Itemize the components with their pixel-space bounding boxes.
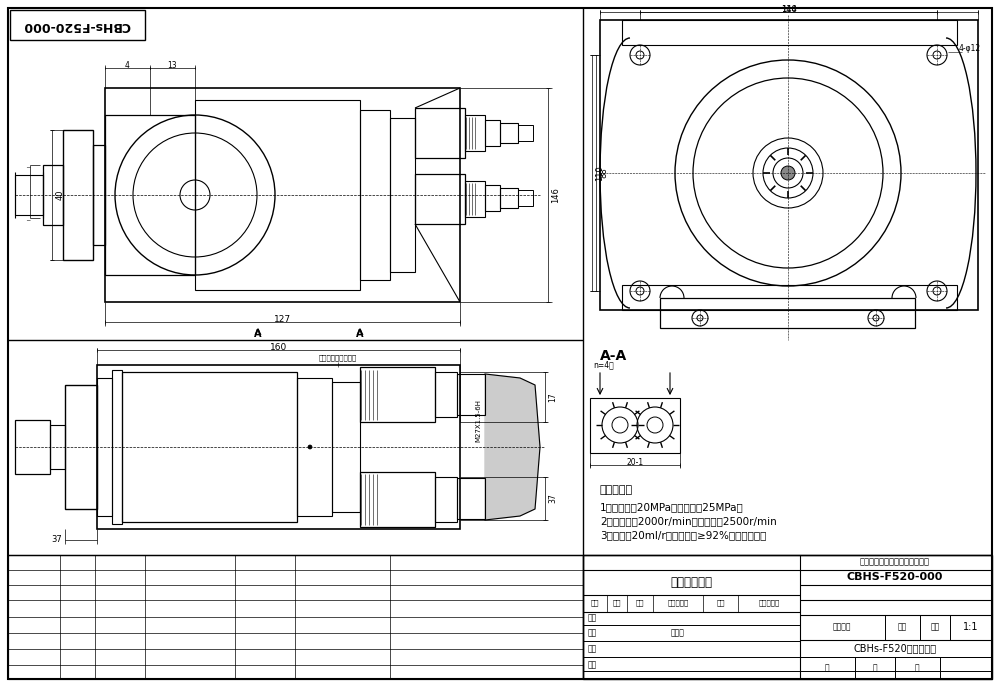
Text: 共: 共 xyxy=(825,664,829,673)
Text: 88: 88 xyxy=(600,168,608,179)
Text: 13: 13 xyxy=(168,60,177,69)
Circle shape xyxy=(308,445,312,449)
Text: 1、预定压力20MPa，最高压力25MPa。: 1、预定压力20MPa，最高压力25MPa。 xyxy=(600,502,744,512)
Text: A-A: A-A xyxy=(600,349,627,363)
Bar xyxy=(415,108,465,158)
Text: 标记: 标记 xyxy=(591,600,599,607)
Text: 3、排量：20ml/r，容积效率≥92%，旋向：左旋: 3、排量：20ml/r，容积效率≥92%，旋向：左旋 xyxy=(600,530,766,540)
Text: 标准化: 标准化 xyxy=(671,629,685,638)
Text: CBHS-F520-000: CBHS-F520-000 xyxy=(847,572,943,582)
Text: 40: 40 xyxy=(56,190,65,200)
Text: 页: 页 xyxy=(915,664,919,673)
Text: 37: 37 xyxy=(548,494,558,504)
Bar xyxy=(500,123,518,143)
Bar xyxy=(500,188,518,208)
Text: 146: 146 xyxy=(552,187,560,203)
Text: 160: 160 xyxy=(270,343,287,352)
Text: n=4个: n=4个 xyxy=(593,361,614,370)
Text: 审核: 审核 xyxy=(587,644,597,653)
Text: 17: 17 xyxy=(548,392,558,402)
Bar xyxy=(50,425,65,469)
Bar xyxy=(65,385,97,509)
Bar xyxy=(360,110,390,280)
Bar xyxy=(97,365,460,529)
Bar xyxy=(518,125,533,141)
Text: 设计: 设计 xyxy=(587,613,597,622)
Bar xyxy=(105,115,195,275)
Bar xyxy=(93,145,105,245)
Text: 进油口和回油口位置: 进油口和回油口位置 xyxy=(319,354,357,361)
Text: 4-φ12: 4-φ12 xyxy=(959,43,981,52)
Bar xyxy=(360,472,435,527)
Bar xyxy=(622,285,957,310)
Text: A: A xyxy=(254,329,262,339)
Text: 更改文件号: 更改文件号 xyxy=(667,600,689,607)
Text: 设计: 设计 xyxy=(587,629,597,638)
Text: 重量: 重量 xyxy=(897,622,907,631)
Text: 外连接尺寸图: 外连接尺寸图 xyxy=(670,576,712,589)
Text: _: _ xyxy=(26,162,30,168)
Bar xyxy=(457,478,485,519)
Text: 签名: 签名 xyxy=(716,600,725,607)
Bar xyxy=(622,20,957,45)
Bar xyxy=(485,185,500,211)
Bar xyxy=(8,555,583,679)
Bar xyxy=(465,181,485,217)
Bar xyxy=(43,165,63,225)
Bar xyxy=(465,115,485,151)
Bar xyxy=(105,88,460,302)
Text: CBHs-F520-000: CBHs-F520-000 xyxy=(23,19,131,32)
Bar xyxy=(435,477,457,522)
Bar xyxy=(112,370,122,524)
Text: 图样标记: 图样标记 xyxy=(833,622,851,631)
Text: 2、预定转速2000r/min，最高转速2500r/min: 2、预定转速2000r/min，最高转速2500r/min xyxy=(600,516,777,526)
Text: 110: 110 xyxy=(781,5,796,14)
Bar xyxy=(583,555,992,679)
Bar xyxy=(360,367,435,422)
Text: 比例: 比例 xyxy=(930,622,940,631)
Text: 20-1: 20-1 xyxy=(626,458,644,466)
Text: 分区: 分区 xyxy=(636,600,644,607)
Bar xyxy=(457,374,485,415)
Text: 青州博信华盛液压科技有限公司: 青州博信华盛液压科技有限公司 xyxy=(860,557,930,567)
Bar xyxy=(10,10,145,40)
Bar xyxy=(435,372,457,417)
Text: _: _ xyxy=(26,215,30,221)
Bar xyxy=(122,372,297,522)
Text: 处数: 处数 xyxy=(613,600,621,607)
Text: 年、月、日: 年、月、日 xyxy=(758,600,780,607)
Bar xyxy=(660,298,915,328)
Text: 144: 144 xyxy=(781,5,797,14)
Text: 110: 110 xyxy=(596,165,604,181)
Text: 37: 37 xyxy=(52,535,62,545)
Bar xyxy=(15,175,43,215)
Bar xyxy=(297,378,332,516)
Bar xyxy=(415,174,465,224)
Bar xyxy=(195,100,360,290)
Bar xyxy=(63,130,93,260)
Bar xyxy=(590,398,680,453)
Bar xyxy=(518,190,533,206)
Circle shape xyxy=(781,166,795,180)
Text: A: A xyxy=(356,329,364,339)
Text: 4: 4 xyxy=(125,60,130,69)
Text: 技术参数：: 技术参数： xyxy=(600,485,633,495)
Polygon shape xyxy=(485,374,540,520)
Text: 第: 第 xyxy=(873,664,877,673)
Bar xyxy=(600,20,978,310)
Bar xyxy=(15,420,50,474)
Bar xyxy=(485,120,500,146)
Text: 工艺: 工艺 xyxy=(587,660,597,670)
Bar xyxy=(390,118,415,272)
Bar xyxy=(97,378,112,516)
Bar xyxy=(332,382,360,512)
Text: M27X1.5-6H: M27X1.5-6H xyxy=(475,398,481,442)
Text: CBHs-F520齿轮泵总成: CBHs-F520齿轮泵总成 xyxy=(853,643,937,653)
Text: 127: 127 xyxy=(274,315,291,324)
Text: 1:1: 1:1 xyxy=(963,622,979,632)
